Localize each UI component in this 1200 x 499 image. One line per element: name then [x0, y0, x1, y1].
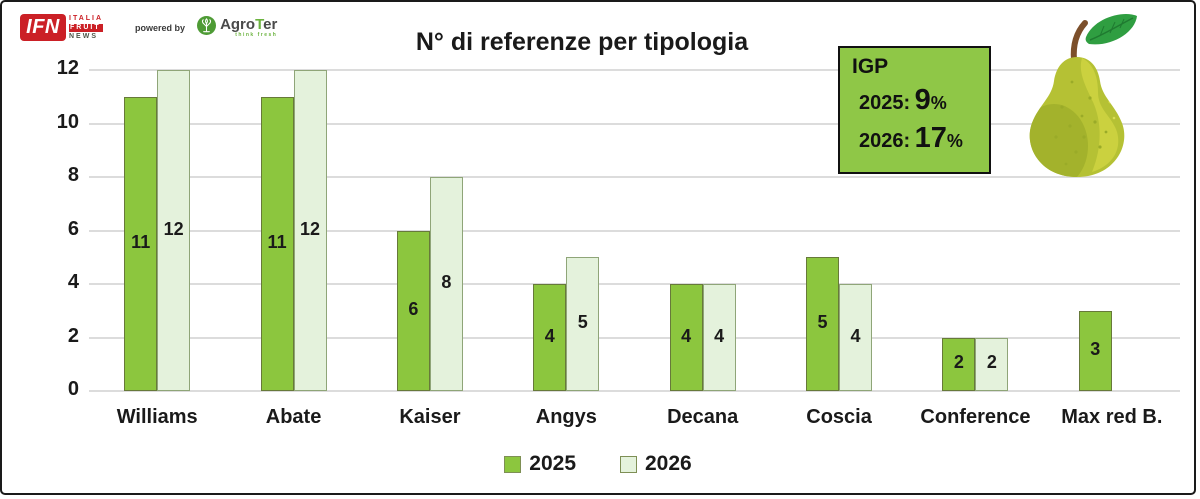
- x-axis-label-decana: Decana: [667, 406, 739, 428]
- x-axis-label-angys: Angys: [535, 406, 597, 428]
- agroter-logo: AgroTer think fresh: [197, 15, 277, 40]
- igp-2025-label: 2025:: [859, 92, 911, 114]
- igp-2026-label: 2026:: [859, 130, 911, 152]
- legend-item-2025: 2025: [504, 452, 576, 476]
- header-logos: IFN ITALIA FRUIT NEWS powered by: [20, 14, 277, 41]
- bar-value-label-2025-abate: 11: [267, 231, 287, 252]
- legend-label-2026: 2026: [645, 452, 692, 475]
- bar-value-label-2025-kaiser: 6: [408, 298, 419, 319]
- igp-title: IGP: [852, 55, 889, 78]
- legend-swatch-2025: [504, 455, 522, 473]
- ifn-line-fruit: FRUIT: [69, 23, 104, 32]
- ifn-logo-abbr: IFN: [26, 16, 60, 38]
- chart-legend: 2025 2026: [2, 452, 1194, 476]
- x-axis-label-conference: Conference: [920, 406, 1031, 428]
- y-axis-tick-label: 6: [67, 217, 79, 240]
- bar-value-label-2025-coscia: 5: [817, 312, 828, 333]
- bar-value-label-2026-decana: 4: [714, 325, 725, 346]
- bar-2025-decana: [669, 284, 703, 391]
- bar-2026-kaiser: [429, 177, 463, 391]
- y-axis-tick-label: 12: [56, 57, 79, 79]
- bar-2025-abate: [260, 96, 294, 391]
- legend-swatch-2026: [620, 455, 637, 473]
- bar-value-label-2025-angys: 4: [544, 325, 555, 346]
- bar-2025-williams: [124, 96, 158, 391]
- gridline-y-8: [89, 176, 1180, 178]
- ifn-line-italia: ITALIA: [69, 14, 104, 22]
- bar-2025-coscia: [806, 257, 840, 391]
- bar-value-label-2025-decana: 4: [681, 325, 692, 346]
- powered-by-text: powered by: [135, 22, 186, 33]
- ifn-line-news: NEWS: [69, 32, 98, 40]
- gridline-y-6: [89, 229, 1180, 232]
- bar-2026-conference: [975, 337, 1009, 391]
- x-axis-label-abate: Abate: [265, 406, 322, 428]
- gridline-y-2: [89, 336, 1180, 339]
- bar-2026-angys: [566, 257, 600, 391]
- igp-annotation-box: IGP 2025: 9% 2026: 17%: [838, 46, 991, 174]
- igp-2026-value: 17: [914, 122, 947, 154]
- x-axis-label-max-red-b: Max red B.: [1061, 406, 1163, 428]
- bar-value-label-2026-coscia: 4: [850, 325, 861, 346]
- y-axis-tick-label: 8: [67, 164, 79, 186]
- legend-item-2026: 2026: [620, 452, 692, 476]
- agroter-tagline: think fresh: [235, 32, 278, 38]
- x-axis-label-coscia: Coscia: [806, 406, 872, 428]
- bar-2026-decana: [702, 284, 736, 391]
- y-axis-tick-label: 10: [56, 110, 79, 133]
- ifn-logo: IFN: [20, 14, 66, 41]
- y-axis-tick-label: 2: [67, 324, 79, 347]
- gridline-y-4: [89, 283, 1180, 285]
- gridline-y-12: [89, 69, 1180, 71]
- x-axis-label-williams: Williams: [116, 406, 198, 428]
- agroter-name: AgroTer: [220, 16, 278, 33]
- ifn-logo-wordmark: ITALIA FRUIT NEWS: [69, 14, 104, 41]
- bar-value-label-2025-max-red-b: 3: [1090, 338, 1101, 359]
- igp-2025-value: 9: [914, 84, 931, 116]
- legend-label-2025: 2025: [529, 452, 576, 475]
- bar-2026-abate: [293, 70, 327, 391]
- bar-value-label-2026-kaiser: 8: [441, 272, 452, 292]
- gridline-y-10: [89, 122, 1180, 125]
- bar-2025-max-red-b: [1078, 310, 1112, 391]
- y-axis-tick-label: 0: [67, 378, 79, 400]
- igp-row-2026: 2026: 17%: [852, 122, 989, 155]
- igp-row-2025: 2025: 9%: [852, 84, 989, 117]
- bar-value-label-2026-williams: 12: [163, 218, 184, 239]
- bar-2025-conference: [942, 337, 976, 391]
- igp-2026-percent-sign: %: [946, 131, 963, 151]
- bar-value-label-2026-abate: 12: [300, 218, 321, 239]
- pear-stem: [1070, 20, 1088, 63]
- pear-illustration: [1014, 6, 1146, 192]
- bar-2026-williams: [157, 70, 191, 391]
- igp-2025-percent-sign: %: [930, 93, 947, 113]
- bar-value-label-2026-angys: 5: [577, 312, 588, 333]
- bar-2025-kaiser: [396, 230, 430, 391]
- bar-value-label-2025-williams: 11: [131, 231, 151, 252]
- bar-2025-angys: [533, 284, 567, 391]
- agroter-wordmark: AgroTer think fresh: [220, 17, 277, 38]
- bar-value-label-2026-conference: 2: [986, 352, 997, 373]
- y-axis-tick-label: 4: [67, 271, 79, 293]
- bar-value-label-2025-conference: 2: [953, 352, 964, 373]
- bar-2026-coscia: [839, 284, 873, 391]
- agroter-tree-icon: [197, 15, 217, 40]
- gridline-y-0: [89, 390, 1180, 392]
- chart-title: N° di referenze per tipologia: [415, 28, 749, 56]
- x-axis-label-kaiser: Kaiser: [399, 406, 461, 428]
